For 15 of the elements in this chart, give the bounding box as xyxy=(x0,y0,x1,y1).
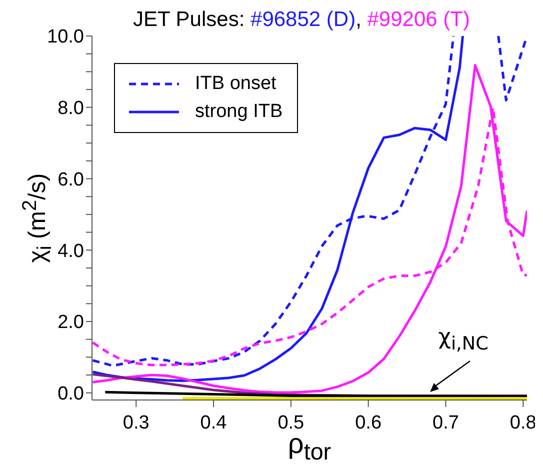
line-series xyxy=(92,64,527,394)
y-tick-label: 0.0 xyxy=(58,384,84,405)
annotation: χ$_{i,NC}$ xyxy=(438,324,488,354)
x-tick-label: 0.3 xyxy=(122,412,150,434)
y-tick-label: 6.0 xyxy=(58,169,84,190)
legend-label: strong ITB xyxy=(195,101,283,123)
y-tick-label: 10.0 xyxy=(47,26,84,48)
x-tick-label: 0.6 xyxy=(355,412,382,434)
chart-title: JET Pulses: #96852 (D), #99206 (T) xyxy=(133,8,470,31)
y-tick-label: 2.0 xyxy=(58,312,84,334)
y-tick-label: 8.0 xyxy=(58,98,84,120)
x-tick-label: 0.7 xyxy=(432,412,459,434)
x-tick-label: 0.4 xyxy=(200,412,228,434)
y-tick-label: 4.0 xyxy=(58,240,84,262)
legend-label: ITB onset xyxy=(195,73,276,95)
